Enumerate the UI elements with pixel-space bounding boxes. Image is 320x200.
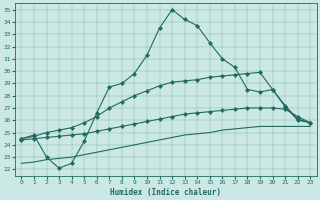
X-axis label: Humidex (Indice chaleur): Humidex (Indice chaleur)	[110, 188, 221, 197]
